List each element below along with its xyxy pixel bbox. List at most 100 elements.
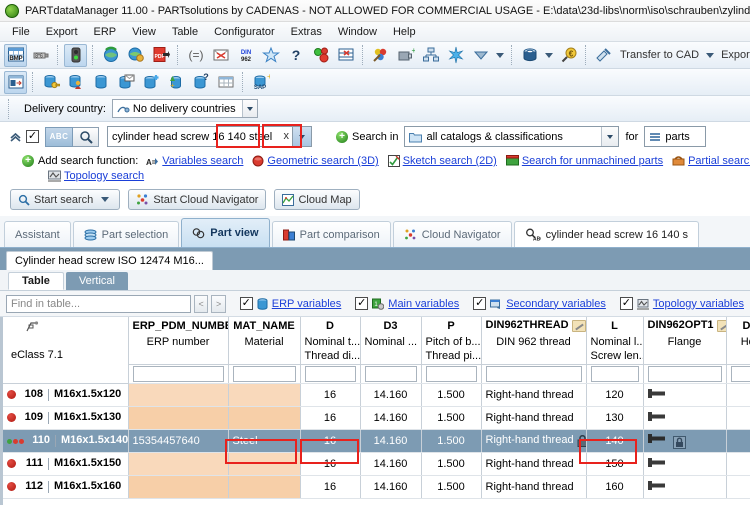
link-topology-search[interactable]: Topology search <box>64 170 145 182</box>
menu-item-window[interactable]: Window <box>337 25 377 38</box>
cylinder-icon[interactable] <box>518 44 541 67</box>
find-prev-button[interactable]: < <box>193 294 209 313</box>
connect-icon[interactable] <box>309 44 332 67</box>
db-users-icon[interactable] <box>64 71 87 94</box>
chevron-down-icon[interactable] <box>545 52 553 58</box>
menu-item-view[interactable]: View <box>132 25 156 38</box>
menu-item-table[interactable]: Table <box>171 25 199 38</box>
delivery-country-combo[interactable]: No delivery countries <box>111 99 258 118</box>
db-table-icon[interactable] <box>214 71 237 94</box>
search-in-dropdown[interactable] <box>601 127 619 146</box>
col-header-din962opt1[interactable]: DIN962OPT1 <box>643 317 727 334</box>
magnifier-icon[interactable] <box>73 126 99 147</box>
link-variables-search[interactable]: Variables search <box>162 155 244 167</box>
filter-din962thread[interactable] <box>481 364 587 384</box>
table-row[interactable]: 109 M16x1.5x130 16 14.160 1.500 Right-han… <box>3 406 750 430</box>
start-cloud-navigator-button[interactable]: Start Cloud Navigator <box>128 189 267 210</box>
main-variables-toggle[interactable]: ✓ 1 Main variables <box>355 297 459 310</box>
mail-icon[interactable] <box>209 44 232 67</box>
tab-part-selection[interactable]: Part selection <box>72 221 180 247</box>
search-enable-checkbox[interactable]: ✓ <box>26 130 39 143</box>
col-header-din962thread[interactable]: DIN962THREAD <box>481 317 587 334</box>
col-header-l[interactable]: L <box>586 317 644 334</box>
filter-din[interactable] <box>726 364 750 384</box>
col-header-d3[interactable]: D3 <box>360 317 422 334</box>
magic-wand-icon[interactable] <box>444 44 467 67</box>
table-row[interactable]: 110 M16x1.5x140 15354457640 Steel 16 14.1… <box>3 429 750 453</box>
menu-item-extras[interactable]: Extras <box>290 25 322 38</box>
traffic-light-icon[interactable] <box>64 43 87 67</box>
menu-item-file[interactable]: File <box>12 25 30 38</box>
search-for-combo[interactable]: parts <box>644 126 707 147</box>
help-question-icon[interactable]: ? <box>284 44 307 67</box>
part-document-tab[interactable]: Cylinder head screw ISO 12474 M16... <box>6 251 213 270</box>
sap-add-icon[interactable]: SAP + <box>249 71 272 94</box>
tab-search-result[interactable]: ABC cylinder head screw 16 140 s <box>513 221 700 247</box>
link-unmachined-parts[interactable]: Search for unmachined parts <box>521 155 664 167</box>
delivery-country-dropdown[interactable] <box>241 100 257 117</box>
db-add-icon[interactable] <box>139 71 162 94</box>
add-search-plus-icon[interactable]: + <box>336 130 348 143</box>
secondary-variables-toggle[interactable]: ✓ Secondary variables <box>473 297 606 310</box>
search-history-dropdown[interactable] <box>292 127 311 146</box>
table-row[interactable]: 112 M16x1.5x160 16 14.160 1.500 Right-han… <box>3 475 750 499</box>
link-sketch-search[interactable]: Sketch search (2D) <box>402 155 497 167</box>
chevron-down-icon[interactable] <box>101 197 110 202</box>
export-label[interactable]: Export i <box>721 49 750 61</box>
edit-pencil-icon[interactable] <box>716 319 725 332</box>
pdf-export-icon[interactable]: PDF <box>149 44 172 67</box>
dropdown-triangle-icon[interactable] <box>469 44 492 67</box>
filter-d3[interactable] <box>360 364 422 384</box>
transfer-to-cad-icon[interactable] <box>592 44 615 67</box>
start-search-button[interactable]: Start search <box>10 189 121 210</box>
hierarchy-icon[interactable] <box>419 44 442 67</box>
table-row[interactable]: 111 M16x1.5x150 16 14.160 1.500 Right-han… <box>3 452 750 476</box>
db-key-icon[interactable] <box>39 71 62 94</box>
subtab-table[interactable]: Table <box>8 272 64 290</box>
col-header-p[interactable]: P <box>421 317 482 334</box>
menu-item-export[interactable]: Export <box>45 25 78 38</box>
measure-icon[interactable]: 8*6 <box>29 44 52 67</box>
secondary-variables-checkbox[interactable]: ✓ <box>473 297 487 310</box>
secondary-variables-link[interactable]: Secondary variables <box>506 297 606 310</box>
search-input[interactable]: cylinder head screw 16 140 steel x <box>107 124 312 148</box>
topology-variables-link[interactable]: Topology variables <box>652 297 744 310</box>
filter-l[interactable] <box>586 364 644 384</box>
topology-variables-toggle[interactable]: ✓ Topology variables <box>619 297 744 310</box>
filter-erp-number[interactable] <box>128 364 229 384</box>
star-icon[interactable] <box>259 44 282 67</box>
cloud-map-button[interactable]: Cloud Map <box>274 189 360 210</box>
window-layout-icon[interactable] <box>4 70 27 94</box>
subtab-vertical[interactable]: Vertical <box>65 272 128 290</box>
bmp-export-icon[interactable]: BMP <box>4 43 27 67</box>
colors-icon[interactable] <box>369 44 392 67</box>
abc-search-button[interactable]: ABC <box>45 126 73 147</box>
menu-item-help[interactable]: Help <box>392 25 416 38</box>
globe-users-icon[interactable] <box>124 44 147 67</box>
filter-din962opt1[interactable] <box>643 364 727 384</box>
erp-variables-link[interactable]: ERP variables <box>271 297 342 310</box>
din962-icon[interactable]: DIN 962 <box>234 44 257 67</box>
transfer-to-cad-label[interactable]: Transfer to CAD <box>620 49 700 61</box>
col-header-erp-pdm-number[interactable]: ERP_PDM_NUMBER <box>128 317 229 334</box>
main-variables-link[interactable]: Main variables <box>388 297 460 310</box>
tab-assistant[interactable]: Assistant <box>4 221 71 247</box>
tab-cloud-navigator[interactable]: Cloud Navigator <box>392 221 512 247</box>
search-in-combo[interactable]: all catalogs & classifications <box>404 126 620 147</box>
menu-item-configurator[interactable]: Configurator <box>214 25 275 38</box>
menu-item-erp[interactable]: ERP <box>93 25 117 38</box>
col-header-d[interactable]: D <box>300 317 361 334</box>
db-mail-icon[interactable] <box>114 71 137 94</box>
chevron-down-icon[interactable] <box>496 52 504 58</box>
erp-variables-checkbox[interactable]: ✓ <box>239 297 253 310</box>
main-variables-checkbox[interactable]: ✓ <box>355 297 369 310</box>
camera-add-icon[interactable]: + <box>394 44 417 67</box>
table-row[interactable]: 108 M16x1.5x120 16 14.160 1.500 Right-han… <box>3 383 750 407</box>
refresh-globe-icon[interactable] <box>99 44 122 67</box>
erp-variables-toggle[interactable]: ✓ ERP variables <box>239 297 342 310</box>
link-partial-search[interactable]: Partial search <box>688 155 750 167</box>
euro-search-icon[interactable]: € <box>557 44 580 67</box>
plus-circle-icon[interactable]: + <box>22 155 34 167</box>
col-header-din[interactable]: DIN <box>726 317 750 334</box>
db-question-icon[interactable]: ? <box>189 71 212 94</box>
